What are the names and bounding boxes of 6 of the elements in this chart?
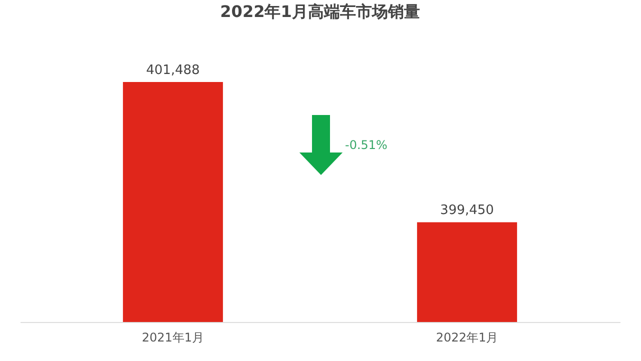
data-label: 399,450 <box>440 203 494 218</box>
annotation: -0.51% <box>345 138 388 152</box>
data-label: 401,488 <box>146 63 200 78</box>
x-tick-label: 2021年1月 <box>142 330 204 344</box>
chart-title: 2022年1月高端车市场销量 <box>220 2 420 21</box>
x-tick-label: 2022年1月 <box>436 330 498 344</box>
